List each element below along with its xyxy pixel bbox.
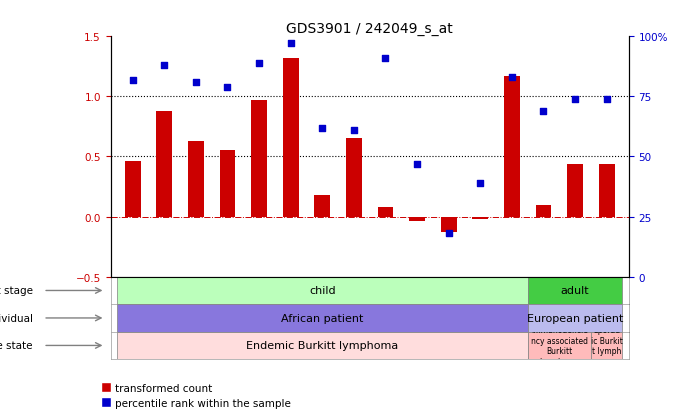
Point: [316, 125, 328, 132]
Text: European patient: European patient: [527, 313, 623, 323]
Bar: [156, 112, 172, 217]
Text: disease state: disease state: [0, 341, 33, 351]
Bar: [599, 164, 614, 217]
Bar: [528, 332, 591, 359]
Point: [190, 79, 201, 86]
Bar: [125, 162, 140, 217]
Point: [127, 77, 138, 84]
Point: [443, 230, 454, 237]
Bar: [283, 59, 299, 217]
Point: [538, 108, 549, 115]
Point: [412, 161, 423, 168]
Text: adult: adult: [561, 286, 589, 296]
Bar: [504, 77, 520, 217]
Text: Immunodeficie
ncy associated
Burkitt
lymphoma: Immunodeficie ncy associated Burkitt lym…: [531, 325, 588, 366]
Point: [159, 63, 170, 69]
Bar: [314, 195, 330, 217]
Bar: [117, 277, 528, 304]
Bar: [567, 164, 583, 217]
Bar: [117, 304, 528, 332]
Text: African patient: African patient: [281, 313, 363, 323]
Text: individual: individual: [0, 313, 33, 323]
Bar: [409, 217, 425, 222]
Bar: [220, 151, 236, 217]
Text: development stage: development stage: [0, 286, 33, 296]
Legend: transformed count, percentile rank within the sample: transformed count, percentile rank withi…: [102, 383, 292, 408]
Bar: [473, 217, 488, 219]
Bar: [591, 332, 623, 359]
Text: child: child: [309, 286, 336, 296]
Bar: [528, 304, 623, 332]
Bar: [441, 217, 457, 233]
Text: Endemic Burkitt lymphoma: Endemic Burkitt lymphoma: [246, 341, 399, 351]
Point: [285, 41, 296, 47]
Point: [475, 180, 486, 187]
Point: [380, 55, 391, 62]
Point: [569, 96, 580, 103]
Bar: [117, 332, 528, 359]
Title: GDS3901 / 242049_s_at: GDS3901 / 242049_s_at: [286, 22, 453, 36]
Text: Sporad
ic Burkit
t lymph
oma: Sporad ic Burkit t lymph oma: [591, 325, 623, 366]
Bar: [528, 277, 623, 304]
Point: [222, 84, 233, 91]
Point: [507, 75, 518, 81]
Point: [601, 96, 612, 103]
Point: [348, 128, 359, 134]
Bar: [346, 139, 362, 217]
Bar: [188, 142, 204, 217]
Bar: [377, 207, 393, 217]
Bar: [252, 101, 267, 217]
Point: [254, 60, 265, 67]
Bar: [536, 205, 551, 217]
